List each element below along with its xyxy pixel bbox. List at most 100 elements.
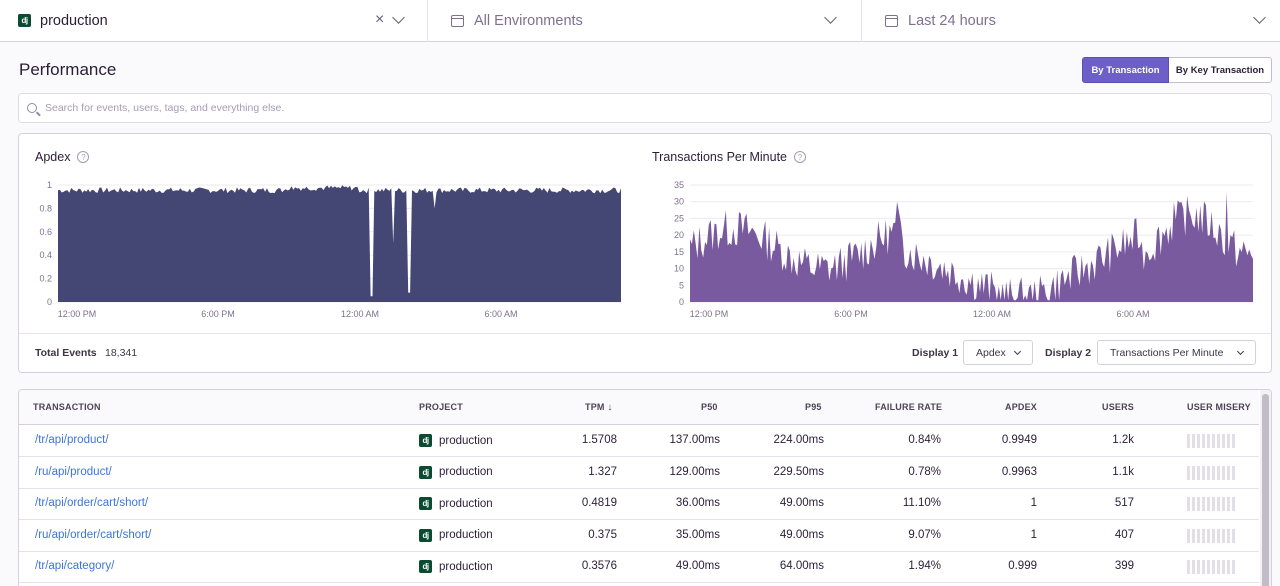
y-tick-label: 0.8 bbox=[39, 203, 52, 213]
django-icon: dj bbox=[18, 14, 31, 27]
user-misery-bar[interactable] bbox=[1187, 497, 1235, 512]
help-icon[interactable]: ? bbox=[77, 151, 90, 163]
misery-segment bbox=[1192, 528, 1195, 543]
apdex-cell: 1 bbox=[1030, 497, 1037, 510]
misery-segment bbox=[1197, 560, 1200, 575]
misery-segment bbox=[1192, 434, 1195, 448]
x-tick-label: 6:00 PM bbox=[201, 309, 235, 319]
time-range-selector[interactable]: Last 24 hours bbox=[862, 0, 1280, 42]
table-row: /ru/api/order/cart/short/0.375 35.00ms 49.… bbox=[19, 520, 1259, 552]
misery-segment bbox=[1222, 497, 1225, 512]
transaction-link[interactable]: /tr/api/category/ bbox=[35, 560, 115, 573]
misery-segment bbox=[1232, 434, 1235, 448]
column-header-transaction[interactable]: TRANSACTION bbox=[33, 402, 101, 412]
total-events-label: Total Events bbox=[35, 347, 97, 359]
y-tick-label: 25 bbox=[674, 213, 684, 223]
misery-segment bbox=[1202, 465, 1205, 480]
x-tick-label: 12:00 PM bbox=[58, 309, 97, 319]
tpm-title-text: Transactions Per Minute bbox=[652, 150, 788, 164]
y-tick-label: 0.6 bbox=[39, 227, 52, 237]
p95-cell: 229.50ms bbox=[773, 465, 824, 478]
p95-cell: 64.00ms bbox=[779, 560, 824, 573]
p50-cell: 49.00ms bbox=[675, 560, 720, 573]
global-filter-bar: dj production × All Environments Last 24… bbox=[0, 0, 1280, 42]
misery-segment bbox=[1207, 434, 1210, 448]
project-selector-label: production bbox=[40, 12, 108, 29]
display1-dropdown[interactable]: Apdex bbox=[963, 340, 1033, 365]
misery-segment bbox=[1207, 465, 1210, 480]
misery-segment bbox=[1202, 497, 1205, 512]
p50-cell: 35.00ms bbox=[675, 528, 720, 541]
p95-cell: 224.00ms bbox=[773, 434, 824, 446]
misery-segment bbox=[1217, 528, 1220, 543]
y-tick-label: 35 bbox=[674, 180, 684, 190]
column-header-p95[interactable]: P95 bbox=[805, 402, 822, 412]
y-tick-label: 5 bbox=[679, 280, 684, 290]
p95-cell: 49.00ms bbox=[779, 528, 824, 541]
misery-segment bbox=[1187, 497, 1190, 512]
project-cell: dj production bbox=[419, 528, 493, 542]
close-icon[interactable]: × bbox=[375, 10, 385, 28]
sort-arrow-icon: ↓ bbox=[607, 402, 613, 413]
tpm-chart-title: Transactions Per Minute ? bbox=[652, 150, 807, 164]
misery-segment bbox=[1212, 497, 1215, 512]
series-area bbox=[690, 191, 1253, 302]
chevron-down-icon[interactable] bbox=[824, 10, 837, 24]
chevron-down-icon[interactable] bbox=[1253, 10, 1266, 24]
user-misery-bar[interactable] bbox=[1187, 465, 1235, 480]
column-header-tpm[interactable]: TPM ↓ bbox=[585, 402, 613, 413]
search-bar bbox=[18, 93, 1272, 123]
help-icon[interactable]: ? bbox=[794, 151, 807, 163]
apdex-cell: 0.9963 bbox=[1001, 465, 1037, 478]
transaction-link[interactable]: /tr/api/product/ bbox=[35, 434, 109, 446]
search-input[interactable] bbox=[45, 102, 1245, 114]
misery-segment bbox=[1202, 560, 1205, 575]
table-row: /tr/api/product/1.5708 137.00ms 224.00ms 0.… bbox=[19, 425, 1259, 457]
column-header-user-misery[interactable]: USER MISERY bbox=[1187, 402, 1251, 412]
misery-segment bbox=[1217, 465, 1220, 480]
y-tick-label: 20 bbox=[674, 230, 684, 240]
project-cell: dj production bbox=[419, 434, 493, 447]
misery-segment bbox=[1232, 497, 1235, 512]
transaction-link[interactable]: /tr/api/order/cart/short/ bbox=[35, 497, 149, 510]
users-cell: 1.2k bbox=[1112, 434, 1134, 446]
transaction-link[interactable]: /ru/api/product/ bbox=[35, 465, 112, 478]
y-tick-label: 0.4 bbox=[39, 250, 52, 260]
misery-segment bbox=[1222, 528, 1225, 543]
column-header-project[interactable]: PROJECT bbox=[419, 402, 463, 412]
misery-segment bbox=[1192, 497, 1195, 512]
tab-by-transaction[interactable]: By Transaction bbox=[1082, 57, 1169, 83]
misery-segment bbox=[1187, 528, 1190, 543]
chevron-down-icon[interactable] bbox=[392, 10, 405, 24]
view-toggle: By Transaction By Key Transaction bbox=[1082, 57, 1272, 83]
display2-dropdown[interactable]: Transactions Per Minute bbox=[1097, 340, 1256, 365]
column-header-apdex[interactable]: APDEX bbox=[1005, 402, 1038, 412]
django-icon: dj bbox=[419, 465, 432, 479]
time-range-label: Last 24 hours bbox=[908, 12, 996, 29]
django-icon: dj bbox=[419, 528, 432, 542]
environment-selector[interactable]: All Environments bbox=[428, 0, 862, 42]
misery-segment bbox=[1222, 434, 1225, 448]
misery-segment bbox=[1202, 434, 1205, 448]
django-icon: dj bbox=[419, 497, 432, 511]
series-area bbox=[58, 185, 621, 302]
misery-segment bbox=[1227, 465, 1230, 480]
column-header-p50[interactable]: P50 bbox=[701, 402, 718, 412]
misery-segment bbox=[1227, 560, 1230, 575]
column-header-users[interactable]: USERS bbox=[1102, 402, 1135, 412]
user-misery-bar[interactable] bbox=[1187, 528, 1235, 543]
y-tick-label: 15 bbox=[674, 247, 684, 257]
misery-segment bbox=[1222, 465, 1225, 480]
project-name: production bbox=[439, 529, 493, 542]
user-misery-bar[interactable] bbox=[1187, 434, 1235, 448]
tpm-cell: 1.327 bbox=[588, 465, 617, 478]
y-tick-label: 0 bbox=[679, 297, 684, 307]
project-selector[interactable]: dj production × bbox=[0, 0, 428, 42]
misery-segment bbox=[1227, 528, 1230, 543]
project-name: production bbox=[439, 497, 493, 510]
tab-by-key-transaction[interactable]: By Key Transaction bbox=[1169, 57, 1272, 83]
scrollbar-thumb[interactable] bbox=[1262, 394, 1269, 586]
transaction-link[interactable]: /ru/api/order/cart/short/ bbox=[35, 528, 152, 541]
column-header-failure-rate[interactable]: FAILURE RATE bbox=[875, 402, 943, 412]
user-misery-bar[interactable] bbox=[1187, 560, 1235, 575]
